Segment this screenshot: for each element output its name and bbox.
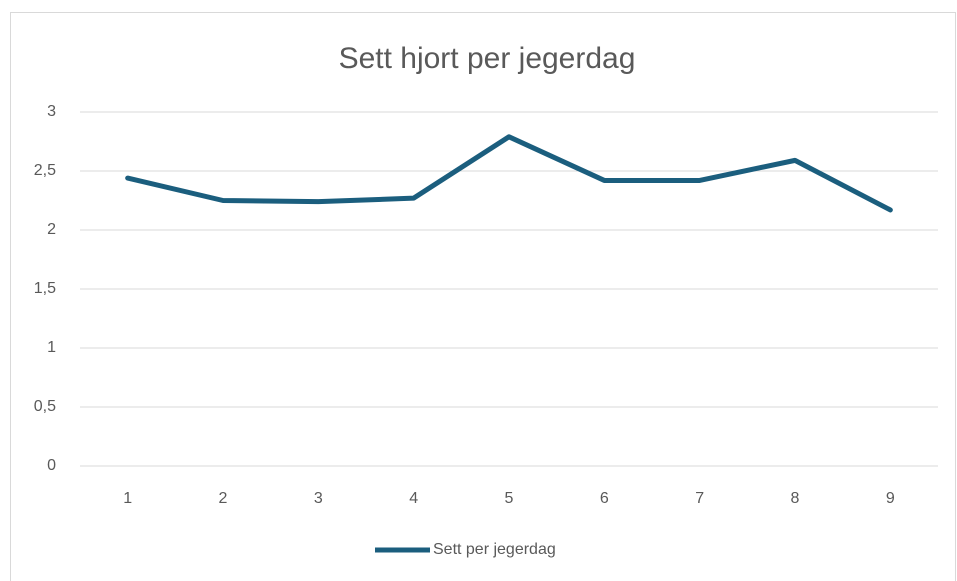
y-tick-label: 3 bbox=[47, 103, 56, 120]
y-tick-label: 0 bbox=[47, 457, 56, 474]
x-tick-label: 3 bbox=[314, 490, 323, 507]
y-tick-label: 1 bbox=[47, 339, 56, 356]
x-tick-label: 5 bbox=[505, 490, 514, 507]
x-tick-label: 9 bbox=[886, 490, 895, 507]
chart-border bbox=[10, 12, 956, 581]
y-tick-label: 1,5 bbox=[34, 280, 56, 297]
y-tick-label: 2,5 bbox=[34, 162, 56, 179]
x-tick-label: 1 bbox=[123, 490, 132, 507]
y-tick-label: 0,5 bbox=[34, 398, 56, 415]
legend-label: Sett per jegerdag bbox=[433, 541, 556, 558]
x-tick-label: 4 bbox=[409, 490, 418, 507]
chart-title: Sett hjort per jegerdag bbox=[339, 42, 636, 75]
y-tick-label: 2 bbox=[47, 221, 56, 238]
x-tick-label: 6 bbox=[600, 490, 609, 507]
x-tick-label: 2 bbox=[219, 490, 228, 507]
x-tick-label: 7 bbox=[695, 490, 704, 507]
data-line bbox=[125, 134, 893, 213]
x-tick-label: 8 bbox=[791, 490, 800, 507]
